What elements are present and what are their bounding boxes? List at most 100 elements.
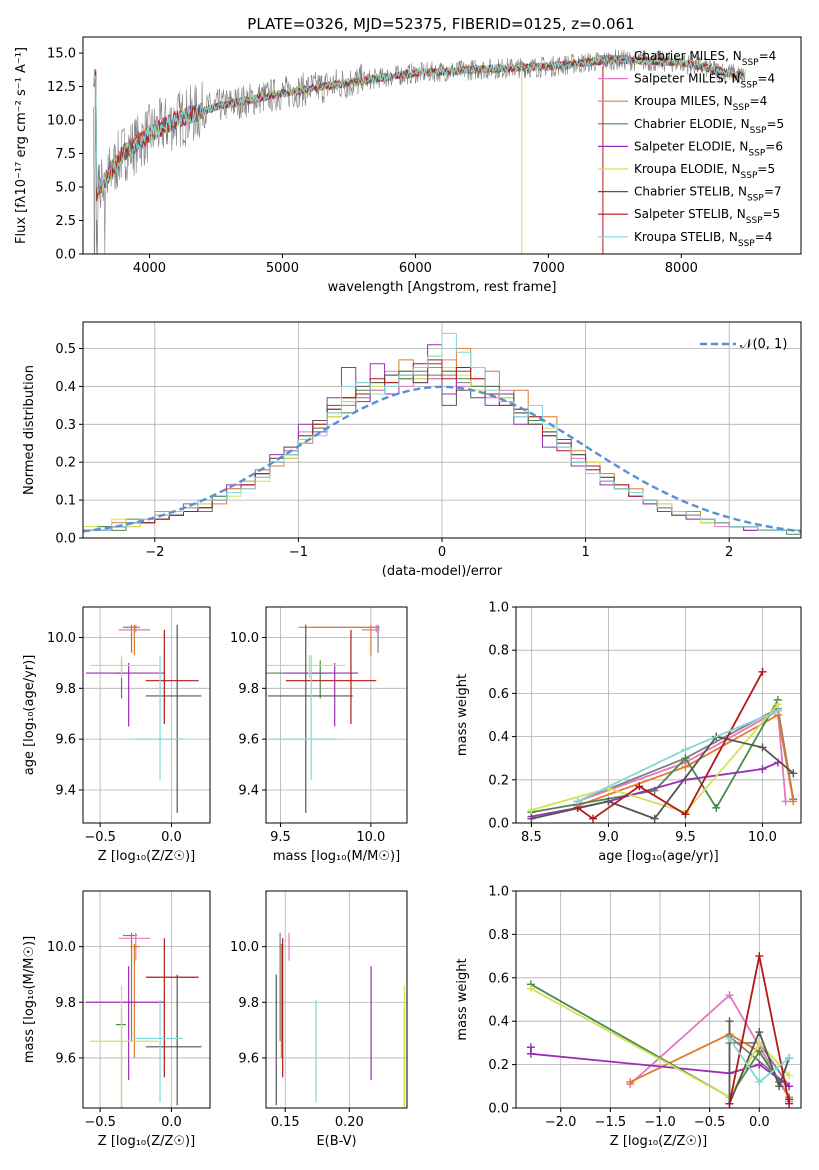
- errorbars: [275, 932, 406, 1108]
- y-tick-label: 12.5: [47, 80, 76, 95]
- y-tick-label: 0.2: [55, 456, 76, 471]
- weight-marker: [650, 814, 659, 823]
- legend-label: Kroupa ELODIE, NSSP=5: [634, 162, 775, 181]
- x-tick-label: −2.0: [545, 1115, 577, 1130]
- y-axis-label: mass weight: [455, 674, 470, 756]
- y-tick-label: 1.0: [488, 885, 509, 900]
- y-tick-label: 0.0: [488, 1102, 509, 1117]
- x-tick-label: 4000: [133, 261, 166, 276]
- y-axis-label: mass [log₁₀(M/M☉)]: [22, 936, 37, 1063]
- x-tick-label: −0.5: [84, 830, 116, 845]
- x-tick-label: −1.5: [595, 1115, 627, 1130]
- weight-marker: [527, 814, 536, 823]
- y-tick-label: 9.4: [238, 783, 259, 798]
- y-tick-label: 0.2: [488, 1058, 509, 1073]
- spectrum-lines: [93, 49, 746, 254]
- legend-label: Salpeter ELODIE, NSSP=6: [634, 139, 783, 158]
- y-tick-label: 0.2: [488, 773, 509, 788]
- x-tick-label: 1: [581, 545, 589, 560]
- errorbars: [266, 624, 380, 813]
- y-tick-label: 10.0: [47, 114, 76, 129]
- legend-label: Kroupa MILES, NSSP=4: [634, 94, 767, 113]
- legend-label: Chabrier MILES, NSSP=4: [634, 49, 776, 68]
- weight-line-3: [530, 983, 780, 1099]
- weight-marker: [573, 797, 582, 806]
- histogram-8: [83, 332, 801, 538]
- weight-marker: [681, 754, 690, 763]
- x-tick-label: 0.15: [271, 1115, 300, 1130]
- panel-weight-vs-age: 8.5 9.0 9.5 10.0 0.0 0.2 0.4 0.6 0.8 1.0 age [log₁…: [455, 601, 802, 864]
- weight-marker: [712, 803, 721, 812]
- gaussian-curve: [83, 385, 801, 533]
- y-tick-label: 10.0: [230, 631, 259, 646]
- weight-marker: [589, 814, 598, 823]
- x-tick-label: −0.5: [84, 1115, 116, 1130]
- weight-marker: [626, 1077, 635, 1086]
- y-tick-label: 0.6: [488, 971, 509, 986]
- x-tick-label: 10.0: [748, 830, 777, 845]
- x-axis-label: E(B-V): [316, 1134, 356, 1149]
- weight-marker: [681, 745, 690, 754]
- legend-label: 𝒩(0, 1): [740, 337, 787, 352]
- weight-marker: [781, 797, 790, 806]
- x-tick-label: 2: [725, 545, 733, 560]
- panel-residuals: −2 −1 0 1 2 0.0 0.1 0.2 0.3 0.4 0.5 (data-model)/er…: [22, 321, 802, 579]
- y-tick-label: 9.6: [238, 1051, 259, 1066]
- weight-marker: [758, 667, 767, 676]
- legend-label: Kroupa STELIB, NSSP=4: [634, 230, 772, 249]
- x-axis-label: mass [log₁₀(M/M☉)]: [273, 849, 400, 864]
- y-tick-label: 5.0: [55, 181, 76, 196]
- weight-marker: [526, 984, 535, 993]
- panel-weight-vs-Z: −2.0 −1.5 −1.0 −0.5 0.0 0.0 0.2 0.4 0.6 0.8 1.0 Z […: [455, 885, 802, 1149]
- x-tick-label: 9.5: [270, 830, 291, 845]
- weight-marker: [758, 765, 767, 773]
- weight-marker: [755, 952, 764, 961]
- weight-marker: [527, 806, 536, 815]
- spectrum-legend: Chabrier MILES, NSSP=4 Salpeter MILES, NS…: [598, 49, 784, 249]
- y-tick-label: 0.6: [488, 687, 509, 702]
- y-tick-label: 0.3: [55, 418, 76, 433]
- weight-marker: [785, 1095, 794, 1104]
- weight-lines: [527, 667, 798, 823]
- weight-marker: [681, 762, 690, 771]
- x-axis-label: Z [log₁₀(Z/Z☉)]: [98, 849, 195, 864]
- panel-spectrum: 4000 5000 6000 7000 8000 0.0 2.5 5.0 7.5 10.0 12.5…: [14, 36, 802, 295]
- y-tick-label: 0.4: [55, 380, 76, 395]
- x-tick-label: 0.0: [161, 1115, 182, 1130]
- x-tick-label: 6000: [399, 261, 432, 276]
- weight-marker: [725, 1099, 734, 1108]
- weight-marker: [725, 991, 734, 1000]
- weight-marker: [725, 1017, 734, 1026]
- axes-frame: [515, 890, 802, 1109]
- legend-label: Chabrier STELIB, NSSP=7: [634, 185, 782, 204]
- y-axis-label: Normed distribution: [22, 365, 37, 495]
- y-tick-label: 0.1: [55, 494, 76, 509]
- panel-mass-vs-Z: −0.5 0.0 9.6 9.8 10.0 Z [log₁₀(Z/Z☉)] mass [lo…: [22, 890, 211, 1149]
- x-axis-label: Z [log₁₀(Z/Z☉)]: [98, 1134, 195, 1149]
- x-tick-label: 8.5: [521, 830, 542, 845]
- x-tick-label: 9.0: [598, 830, 619, 845]
- x-axis-label: age [log₁₀(age/yr)]: [598, 849, 719, 864]
- weight-marker: [604, 797, 613, 806]
- weight-marker: [681, 810, 690, 819]
- legend-label: Salpeter MILES, NSSP=4: [634, 72, 775, 91]
- y-axis-label: age [log₁₀(age/yr)]: [22, 655, 37, 776]
- weight-marker: [755, 1077, 764, 1086]
- x-axis-label: Z [log₁₀(Z/Z☉)]: [610, 1134, 707, 1149]
- weight-marker: [526, 1049, 535, 1058]
- y-tick-label: 0.4: [488, 1015, 509, 1030]
- axes-frame: [82, 606, 211, 824]
- y-tick-label: 0.8: [488, 644, 509, 659]
- x-tick-label: 5000: [266, 261, 299, 276]
- legend-label: Chabrier ELODIE, NSSP=5: [634, 117, 784, 136]
- y-tick-label: 9.8: [55, 682, 76, 697]
- y-tick-label: 9.8: [238, 996, 259, 1011]
- weight-lines: [526, 952, 794, 1108]
- y-tick-label: 0.8: [488, 928, 509, 943]
- x-axis-label: wavelength [Angstrom, rest frame]: [328, 280, 557, 295]
- y-tick-label: 0.4: [488, 730, 509, 745]
- y-tick-label: 0.0: [55, 532, 76, 547]
- x-tick-label: −0.5: [694, 1115, 726, 1130]
- spectrum-title: PLATE=0326, MJD=52375, FIBERID=0125, z=0…: [247, 15, 634, 33]
- weight-marker: [789, 769, 798, 778]
